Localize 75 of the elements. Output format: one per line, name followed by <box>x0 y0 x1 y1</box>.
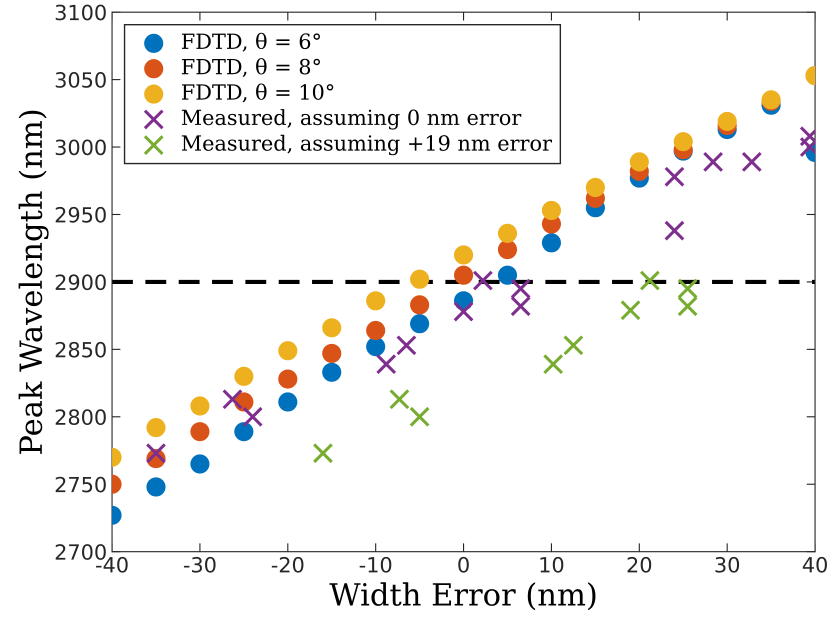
point <box>234 366 254 386</box>
legend-label: Measured, assuming 0 nm error <box>182 109 522 130</box>
legend-label: FDTD, θ = 8° <box>182 58 320 78</box>
point <box>498 224 518 243</box>
y-tick-label: 2950 <box>56 206 106 223</box>
point <box>222 388 243 410</box>
y-tick-label: 3050 <box>56 72 106 88</box>
point <box>498 266 518 285</box>
point <box>322 362 342 382</box>
point <box>454 245 474 265</box>
y-tick-label: 2850 <box>56 342 106 358</box>
point <box>620 300 641 321</box>
point <box>146 477 166 497</box>
y-tick-label: 2800 <box>56 409 106 426</box>
point <box>741 152 762 172</box>
x-tick-label: 0 <box>458 556 469 573</box>
point <box>366 320 386 340</box>
point <box>146 442 166 464</box>
x-tick-label: -20 <box>272 556 304 573</box>
point <box>702 152 724 172</box>
point <box>190 422 210 442</box>
y-tick-label: 3000 <box>56 139 106 156</box>
y-tick-label: 2750 <box>56 476 106 492</box>
point <box>542 354 564 375</box>
x-tick-label: -30 <box>184 556 216 573</box>
point <box>278 392 298 412</box>
point <box>396 335 417 356</box>
point <box>146 418 166 438</box>
point <box>664 166 685 188</box>
point <box>190 454 210 474</box>
point <box>664 220 685 241</box>
point <box>542 200 562 220</box>
point <box>410 295 430 314</box>
x-tick-label: -10 <box>360 556 392 573</box>
point <box>366 337 386 356</box>
point <box>677 278 698 299</box>
point <box>542 233 562 252</box>
point <box>409 406 430 428</box>
point <box>234 422 254 442</box>
point <box>242 406 263 428</box>
x-tick-label: 20 <box>628 556 652 573</box>
point <box>366 291 386 310</box>
legend-label: Measured, assuming +19 nm error <box>182 134 552 156</box>
legend-label: FDTD, θ = 6° <box>182 32 320 52</box>
point <box>376 354 397 375</box>
x-tick-label: 40 <box>802 556 827 573</box>
legend-label: FDTD, θ = 10° <box>182 84 334 102</box>
point <box>410 270 430 289</box>
y-tick-label: 2900 <box>56 274 106 290</box>
point <box>389 388 410 410</box>
point <box>312 442 334 464</box>
point <box>410 314 430 334</box>
point <box>472 270 494 291</box>
point <box>278 369 298 389</box>
point <box>510 296 531 317</box>
point <box>718 112 737 131</box>
point <box>563 335 584 356</box>
point <box>278 341 298 360</box>
point <box>498 240 518 260</box>
point <box>640 270 660 291</box>
point <box>322 318 342 338</box>
x-axis-title: Width Error (nm) <box>329 582 596 610</box>
point <box>630 152 649 172</box>
point <box>454 266 474 285</box>
point <box>586 178 605 198</box>
point <box>453 301 474 322</box>
point <box>322 344 342 363</box>
y-tick-label: 3100 <box>56 4 106 20</box>
x-tick-label: 30 <box>716 556 740 573</box>
point <box>190 396 210 416</box>
x-tick-label: 10 <box>540 556 564 573</box>
point <box>510 278 531 299</box>
y-axis-title: Peak Wavelength (nm) <box>18 110 49 454</box>
point <box>674 132 693 152</box>
point <box>677 296 698 317</box>
